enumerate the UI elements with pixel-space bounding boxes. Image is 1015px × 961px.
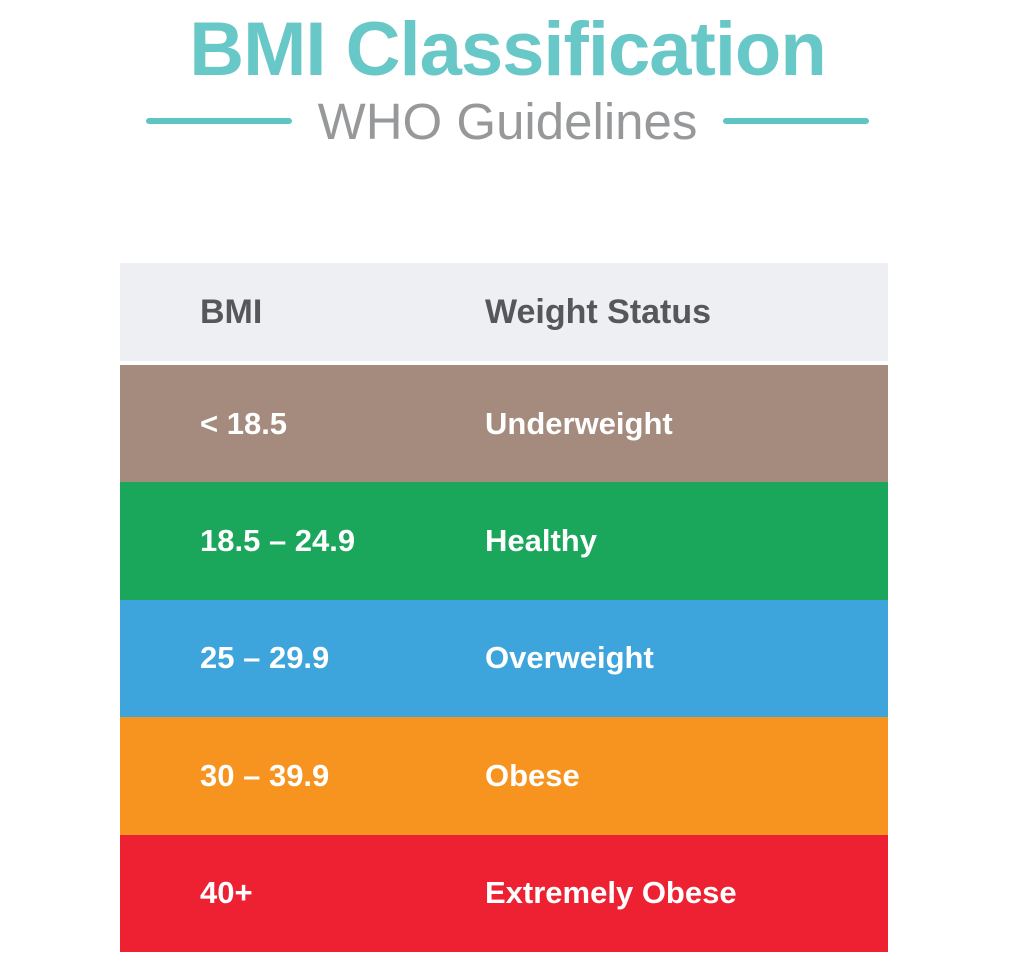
weight-status-value: Healthy	[485, 523, 597, 559]
table-row-extremely-obese: 40+ Extremely Obese	[120, 834, 888, 952]
bmi-range-value: 40+	[200, 875, 253, 911]
bmi-table: BMI Weight Status < 18.5 Underweight 18.…	[120, 263, 888, 952]
subtitle-left-rule	[145, 118, 292, 125]
page-subtitle: WHO Guidelines	[317, 92, 698, 150]
weight-status-value: Underweight	[485, 405, 673, 441]
column-header-weight-status: Weight Status	[485, 292, 712, 331]
bmi-range-value: 25 – 29.9	[200, 640, 330, 676]
weight-status-value: Overweight	[485, 640, 654, 676]
bmi-range-value: 18.5 – 24.9	[200, 523, 356, 559]
table-header-row: BMI Weight Status	[120, 263, 888, 361]
weight-status-value: Obese	[485, 757, 580, 793]
bmi-range-value: 30 – 39.9	[200, 757, 330, 793]
table-row-obese: 30 – 39.9 Obese	[120, 717, 888, 835]
table-row-overweight: 25 – 29.9 Overweight	[120, 599, 888, 718]
column-header-bmi: BMI	[200, 292, 263, 331]
bmi-infographic: BMI Classification WHO Guidelines BMI We…	[0, 10, 1015, 961]
bmi-range-value: < 18.5	[200, 405, 288, 441]
subtitle-row: WHO Guidelines	[0, 96, 1015, 147]
subtitle-right-rule	[723, 118, 870, 125]
table-row-underweight: < 18.5 Underweight	[120, 365, 888, 483]
page-title: BMI Classification	[189, 7, 827, 92]
table-row-healthy: 18.5 – 24.9 Healthy	[120, 482, 888, 600]
weight-status-value: Extremely Obese	[485, 875, 737, 911]
